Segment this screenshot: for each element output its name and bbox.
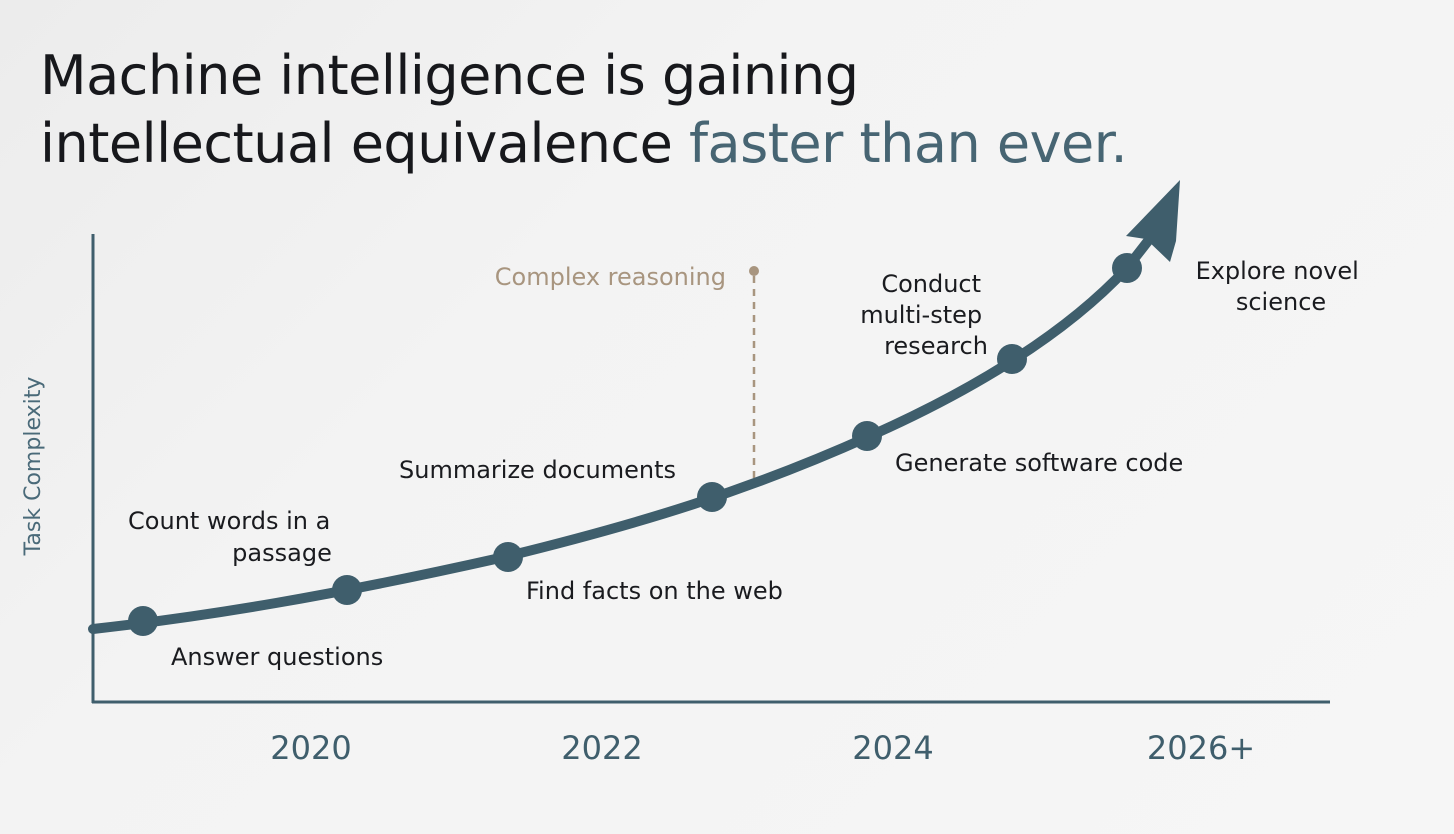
milestone-dot [128,606,158,636]
milestone-label-summarize-documents: Summarize documents [399,456,676,484]
milestone-dot [852,421,882,451]
growth-curve [88,227,1160,634]
x-tick-label: 2020 [270,729,351,767]
reasoning-marker-dot [749,266,759,276]
milestone-dot [997,344,1027,374]
headline: Machine intelligence is gaining intellec… [40,42,1128,178]
milestone-label-count-words: Count words in a passage [128,507,338,567]
milestone-label-line: Explore novel [1196,257,1359,285]
milestone-dot [697,482,727,512]
milestone-dot [332,575,362,605]
milestone-label-generate-code: Generate software code [895,449,1183,477]
x-tick-label: 2024 [852,729,933,767]
milestone-label-find-facts: Find facts on the web [526,577,783,605]
milestone-label-line: Count words in a [128,507,330,535]
reasoning-marker-label: Complex reasoning [495,263,726,291]
milestone-label-explore-science: Explore novel science [1196,257,1367,316]
x-tick-label: 2022 [561,729,642,767]
headline-line-2-accent: faster than ever. [689,112,1128,175]
milestone-dot [493,542,523,572]
milestone-label-answer-questions: Answer questions [171,643,383,671]
x-tick-label: 2026+ [1147,729,1255,767]
arrow-head-icon [1126,180,1180,262]
milestone-label-line: passage [232,539,332,567]
milestone-label-multi-step-research: Conduct multi-step research [860,270,990,360]
milestone-dot [1112,253,1142,283]
milestone-label-line: research [884,332,988,360]
milestone-label-line: science [1236,288,1326,316]
y-axis-label: Task Complexity [21,377,46,557]
headline-line-1: Machine intelligence is gaining [40,44,859,107]
headline-line-2-prefix: intellectual equivalence [40,112,689,175]
milestone-label-line: Conduct [881,270,981,298]
milestone-label-line: multi-step [860,301,982,329]
